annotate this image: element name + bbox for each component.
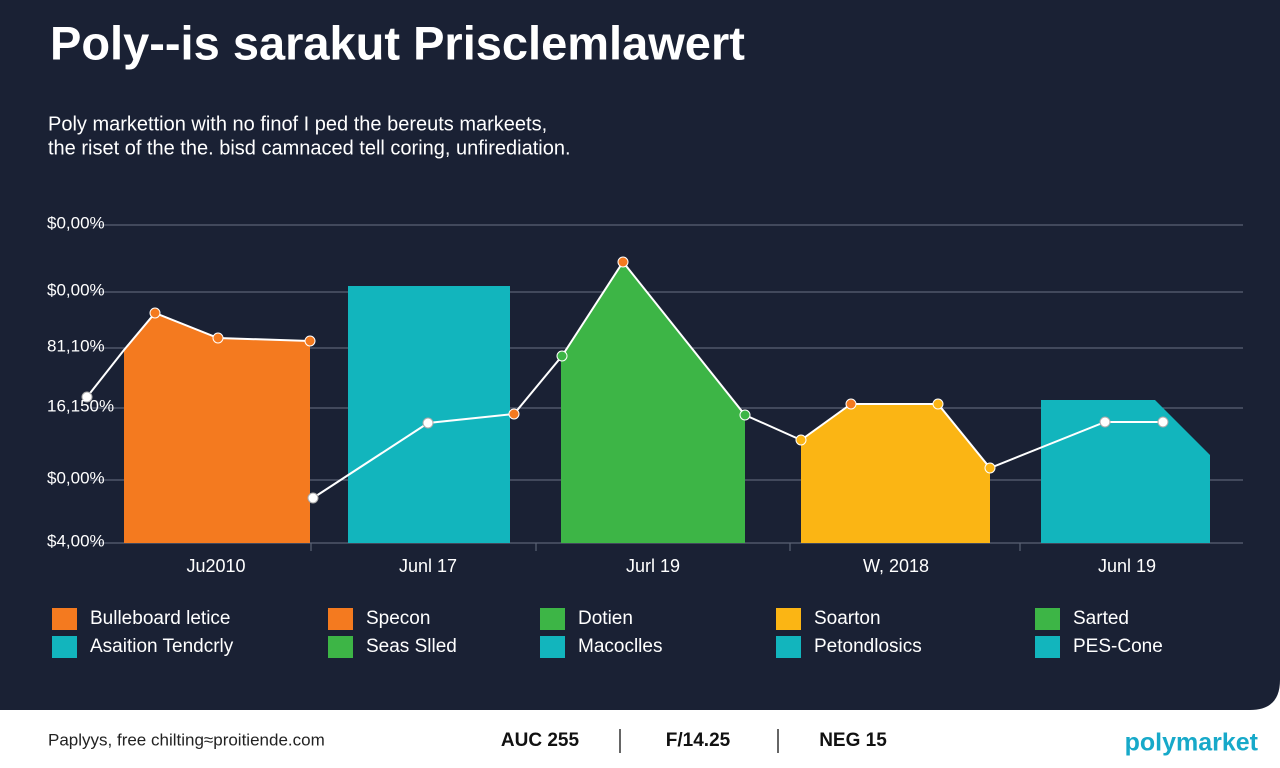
area — [561, 262, 745, 543]
marker — [149, 307, 161, 319]
legend-swatch — [776, 636, 801, 658]
marker — [932, 398, 944, 410]
x-axis-label: W, 2018 — [863, 556, 929, 576]
x-axis-label: Junl 17 — [399, 556, 457, 576]
footer-stat: AUC 255 — [501, 730, 580, 751]
legend-swatch — [328, 608, 353, 630]
legend-swatch — [1035, 608, 1060, 630]
legend-swatch — [52, 636, 77, 658]
legend-label: Dotien — [578, 608, 633, 629]
legend-label: Macoclles — [578, 636, 662, 657]
title: Poly--is sarakut Prisclemlawert — [50, 16, 745, 69]
area — [1041, 400, 1210, 543]
x-axis-label: Ju2010 — [186, 556, 245, 576]
legend-swatch — [776, 608, 801, 630]
marker — [422, 417, 434, 429]
legend-label: Asaition Tendcrly — [90, 636, 234, 657]
marker — [508, 408, 520, 420]
area — [801, 404, 990, 543]
legend-swatch — [328, 636, 353, 658]
marker — [795, 434, 807, 446]
area — [124, 313, 310, 543]
markers — [81, 256, 1169, 504]
legend-swatch — [540, 608, 565, 630]
marker — [1099, 416, 1111, 428]
legend-label: Petondlosics — [814, 636, 922, 657]
marker — [556, 350, 568, 362]
marker — [212, 332, 224, 344]
legend-swatch — [540, 636, 565, 658]
legend-label: PES-Cone — [1073, 636, 1163, 657]
marker — [81, 391, 93, 403]
footer-stat: F/14.25 — [666, 730, 731, 751]
brand: polymarket — [1125, 729, 1259, 757]
marker — [1157, 416, 1169, 428]
x-axis-label: Junl 19 — [1098, 556, 1156, 576]
x-axis-label: Jurl 19 — [626, 556, 680, 576]
labels: $0,00% $0,00% 81,10% 16,150% $0,00% $4,00% Ju2… — [47, 213, 1163, 658]
y-axis-label: 81,10% — [47, 336, 105, 355]
legend-label: Sarted — [1073, 608, 1129, 629]
y-axis-label: $0,00% — [47, 280, 105, 299]
legend-label: Bulleboard letice — [90, 608, 230, 629]
legend-swatch — [52, 608, 77, 630]
marker — [984, 462, 996, 474]
y-axis-label: $4,00% — [47, 531, 105, 550]
legend-label: Soarton — [814, 608, 881, 629]
footer-stat: NEG 15 — [819, 730, 887, 751]
marker — [617, 256, 629, 268]
legend-label: Specon — [366, 608, 430, 629]
y-axis-label: $0,00% — [47, 213, 105, 232]
y-axis-label: 16,150% — [47, 396, 114, 415]
legend-label: Seas Slled — [366, 636, 457, 657]
y-axis-label: $0,00% — [47, 468, 105, 487]
subtitle: the riset of the the. bisd camnaced tell… — [48, 137, 571, 159]
marker — [304, 335, 316, 347]
marker — [739, 409, 751, 421]
footer-source: Paplyys, free chilting≈proitiende.com — [48, 730, 325, 749]
legend-swatch — [1035, 636, 1060, 658]
bar — [348, 286, 510, 543]
marker — [307, 492, 319, 504]
marker — [845, 398, 857, 410]
subtitle: Poly markettion with no finof I ped the … — [48, 113, 547, 135]
line — [312, 260, 1163, 499]
